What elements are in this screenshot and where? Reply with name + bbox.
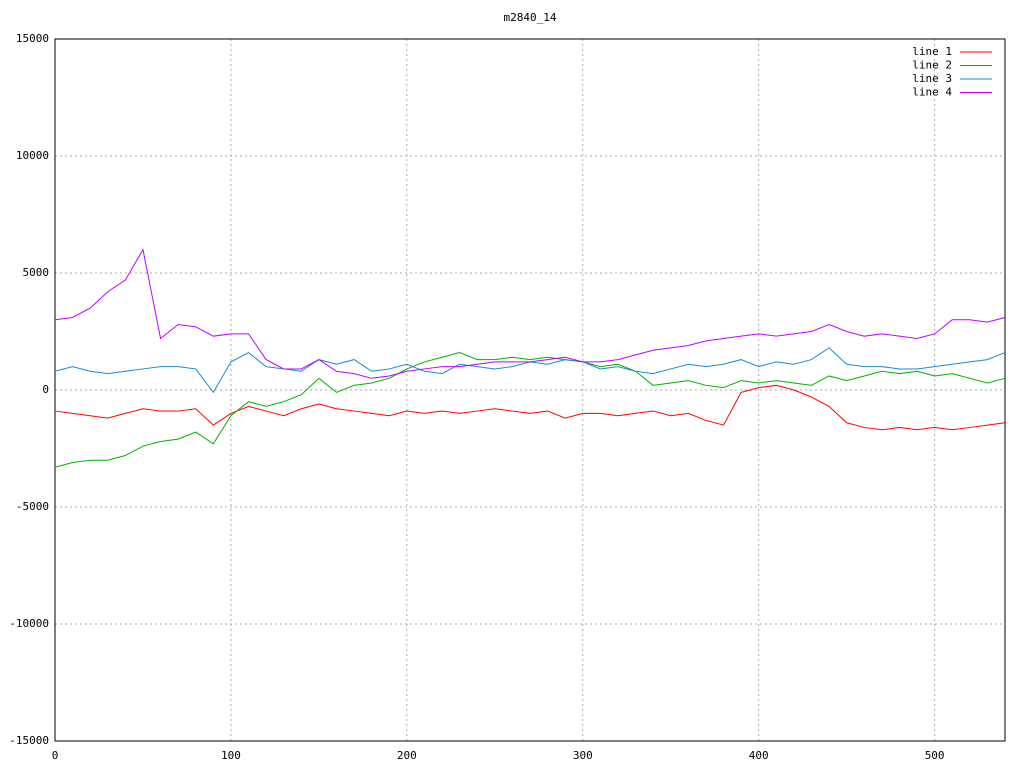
x-tick-label: 500 — [925, 749, 945, 762]
legend-label: line 2 — [912, 59, 952, 72]
y-tick-label: 0 — [42, 383, 49, 396]
chart-title: m2840_14 — [504, 11, 557, 24]
x-tick-label: 100 — [221, 749, 241, 762]
x-tick-label: 400 — [749, 749, 769, 762]
x-tick-label: 0 — [52, 749, 59, 762]
series-line — [54, 248, 1006, 379]
y-tick-label: -15000 — [9, 734, 49, 747]
y-tick-label: -10000 — [9, 617, 49, 630]
x-tick-label: 200 — [397, 749, 417, 762]
y-tick-label: 15000 — [16, 32, 49, 45]
legend-label: line 3 — [912, 72, 952, 85]
series-line — [54, 352, 1006, 468]
series-line — [54, 384, 1006, 431]
y-tick-label: 10000 — [16, 149, 49, 162]
plot-border — [54, 38, 1006, 742]
y-tick-label: 5000 — [23, 266, 50, 279]
legend-label: line 1 — [912, 45, 952, 58]
x-tick-label: 300 — [573, 749, 593, 762]
series-line — [54, 347, 1006, 394]
y-tick-label: -5000 — [16, 500, 49, 513]
legend-label: line 4 — [912, 86, 952, 99]
